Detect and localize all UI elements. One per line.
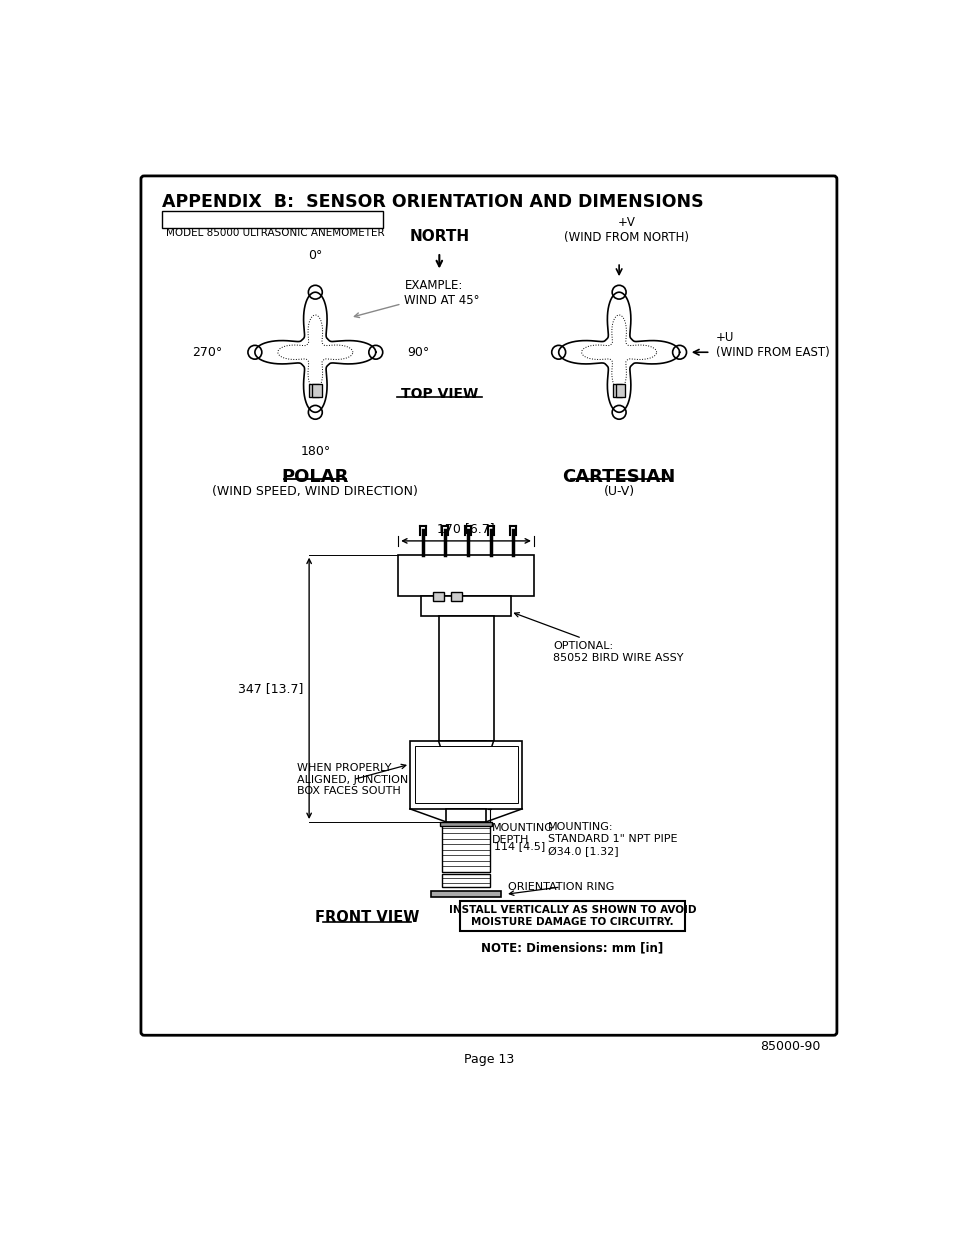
Bar	[162, 211, 382, 227]
Bar	[433, 592, 443, 601]
Text: WHEN PROPERLY
ALIGNED, JUNCTION
BOX FACES SOUTH: WHEN PROPERLY ALIGNED, JUNCTION BOX FACE…	[297, 763, 408, 797]
Text: ORIENTATION RING: ORIENTATION RING	[507, 882, 614, 895]
Text: OPTIONAL:
85052 BIRD WIRE ASSY: OPTIONAL: 85052 BIRD WIRE ASSY	[514, 613, 683, 663]
Text: (U-V): (U-V)	[603, 485, 634, 499]
Text: TOP VIEW: TOP VIEW	[400, 387, 477, 401]
Text: +V
(WIND FROM NORTH): +V (WIND FROM NORTH)	[564, 216, 689, 245]
Bar	[410, 741, 521, 809]
Text: 347 [13.7]: 347 [13.7]	[237, 682, 303, 695]
Text: 270°: 270°	[192, 346, 222, 358]
Bar	[442, 873, 489, 888]
Text: MOUNTING
DEPTH: MOUNTING DEPTH	[492, 823, 554, 845]
Text: CARTESIAN: CARTESIAN	[562, 468, 675, 485]
Text: MOUNTING:
STANDARD 1" NPT PIPE
Ø34.0 [1.32]: MOUNTING: STANDARD 1" NPT PIPE Ø34.0 [1.…	[547, 823, 677, 857]
Text: +U
(WIND FROM EAST): +U (WIND FROM EAST)	[716, 331, 829, 358]
Bar	[446, 809, 485, 823]
Bar	[415, 746, 517, 803]
Bar	[459, 902, 684, 930]
Text: NORTH: NORTH	[409, 230, 469, 245]
Text: 85000-90: 85000-90	[760, 1040, 820, 1053]
Text: 0°: 0°	[308, 249, 322, 262]
Bar	[451, 592, 461, 601]
Text: POLAR: POLAR	[281, 468, 349, 485]
Text: EXAMPLE:
WIND AT 45°: EXAMPLE: WIND AT 45°	[354, 279, 479, 317]
Text: 170 [6.7]: 170 [6.7]	[436, 521, 495, 535]
Text: MODEL 85000 ULTRASONIC ANEMOMETER: MODEL 85000 ULTRASONIC ANEMOMETER	[166, 227, 384, 237]
Bar	[442, 823, 489, 872]
Bar	[615, 384, 625, 398]
Text: Page 13: Page 13	[463, 1053, 514, 1066]
Bar	[397, 555, 534, 597]
Bar	[431, 892, 500, 898]
Text: FRONT VIEW: FRONT VIEW	[314, 910, 419, 925]
Text: NOTE: Dimensions: mm [in]: NOTE: Dimensions: mm [in]	[481, 941, 663, 955]
Text: 180°: 180°	[300, 445, 330, 458]
Bar	[312, 384, 321, 398]
Text: (WIND SPEED, WIND DIRECTION): (WIND SPEED, WIND DIRECTION)	[213, 485, 417, 499]
Text: APPENDIX  B:  SENSOR ORIENTATION AND DIMENSIONS: APPENDIX B: SENSOR ORIENTATION AND DIMEN…	[162, 193, 702, 211]
Bar	[439, 823, 492, 826]
Text: INSTALL VERTICALLY AS SHOWN TO AVOID
MOISTURE DAMAGE TO CIRCUITRY.: INSTALL VERTICALLY AS SHOWN TO AVOID MOI…	[449, 905, 696, 926]
FancyBboxPatch shape	[141, 175, 836, 1035]
Bar	[612, 384, 621, 398]
Bar	[421, 597, 510, 616]
Text: 90°: 90°	[406, 346, 429, 358]
Bar	[309, 384, 318, 398]
Bar	[438, 616, 493, 741]
Text: 114 [4.5]: 114 [4.5]	[493, 841, 544, 851]
Bar	[446, 741, 485, 764]
